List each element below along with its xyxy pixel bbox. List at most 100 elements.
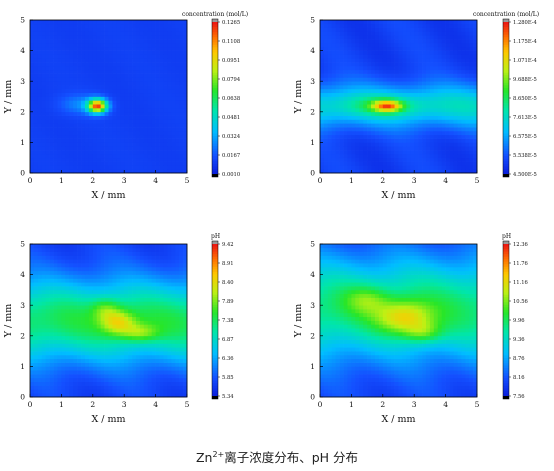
heatmap-cell: [386, 54, 391, 59]
heatmap-cell: [65, 107, 70, 113]
heatmap-cell: [88, 62, 94, 67]
heatmap-cell: [84, 100, 90, 105]
heatmap-cell: [128, 278, 133, 283]
heatmap-cell: [425, 123, 431, 128]
heatmap-cell: [167, 320, 172, 325]
heatmap-cell: [406, 42, 411, 48]
heatmap-cell: [73, 157, 78, 162]
heatmap-cell: [382, 104, 388, 109]
heatmap-cell: [37, 142, 43, 147]
heatmap-cell: [457, 161, 462, 166]
heatmap-cell: [461, 85, 466, 90]
heatmap-cell: [132, 320, 137, 325]
heatmap-cell: [132, 370, 137, 375]
heatmap-cell: [457, 77, 462, 82]
heatmap-cell: [457, 54, 462, 59]
heatmap-cell: [147, 320, 153, 325]
heatmap-cell: [398, 54, 403, 59]
heatmap-cell: [453, 31, 458, 36]
heatmap-cell: [179, 157, 184, 162]
heatmap-cell: [163, 85, 168, 90]
heatmap-cell: [132, 142, 137, 147]
heatmap-cell: [147, 328, 153, 333]
heatmap-cell: [343, 161, 348, 166]
heatmap-cell: [147, 297, 153, 302]
heatmap-cell: [473, 23, 478, 28]
heatmap-cell: [386, 35, 391, 40]
heatmap-cell: [135, 107, 141, 113]
heatmap-cell: [128, 331, 133, 337]
heatmap-cell: [386, 104, 391, 109]
heatmap-cell: [461, 20, 466, 25]
heatmap-cell: [398, 146, 403, 151]
heatmap-cell: [390, 161, 395, 166]
colorbar-swatch: [503, 100, 509, 104]
heatmap-cell: [461, 50, 466, 55]
colorbar: 1.280E-41.175E-41.071E-49.688E-58.650E-5…: [473, 11, 539, 178]
heatmap-cell: [88, 92, 94, 97]
heatmap-cell: [418, 58, 423, 63]
heatmap-cell: [382, 35, 388, 40]
heatmap-cell: [406, 92, 411, 97]
heatmap-cell: [473, 134, 478, 139]
heatmap-cell: [398, 23, 403, 28]
heatmap-cell: [429, 73, 435, 78]
heatmap-cell: [100, 263, 105, 268]
heatmap-cell: [73, 259, 78, 264]
heatmap-cell: [41, 77, 47, 82]
heatmap-cell: [429, 23, 435, 28]
heatmap-cell: [457, 96, 462, 101]
heatmap-cell: [367, 123, 372, 128]
heatmap-cell: [112, 270, 117, 275]
heatmap-cell: [92, 354, 98, 360]
heatmap-cell: [163, 309, 168, 314]
heatmap-cell: [414, 150, 419, 155]
heatmap-cell: [449, 146, 454, 151]
heatmap-cell: [343, 27, 348, 32]
heatmap-cell: [132, 39, 137, 44]
heatmap-cell: [159, 331, 164, 337]
heatmap-cell: [363, 73, 368, 78]
colorbar-swatch: [212, 168, 218, 172]
heatmap-cell: [465, 169, 470, 174]
heatmap-cell: [57, 247, 62, 252]
heatmap-cell: [128, 282, 133, 287]
heatmap-cell: [45, 251, 50, 256]
heatmap-cell: [155, 127, 160, 132]
heatmap-cell: [73, 358, 78, 363]
heatmap-cell: [155, 31, 160, 36]
heatmap-cell: [61, 115, 66, 120]
heatmap-cell: [147, 370, 153, 375]
heatmap-cell: [406, 65, 411, 71]
heatmap-cell: [167, 96, 172, 101]
heatmap-cell: [124, 251, 129, 256]
heatmap-cell: [116, 73, 121, 78]
heatmap-cell: [100, 389, 105, 394]
heatmap-cell: [453, 69, 458, 74]
heatmap-cell: [57, 73, 62, 78]
heatmap-cell: [425, 119, 431, 124]
heatmap-cell: [175, 309, 180, 314]
heatmap-cell: [65, 77, 70, 82]
heatmap-cell: [390, 88, 395, 94]
heatmap-cell: [343, 88, 348, 94]
heatmap-cell: [84, 312, 90, 318]
heatmap-cell: [179, 293, 184, 298]
heatmap-cell: [355, 161, 360, 166]
x-tick-label: 4: [153, 176, 158, 185]
heatmap-cell: [347, 77, 352, 82]
heatmap-cell: [37, 107, 43, 113]
heatmap-cell: [84, 111, 90, 116]
heatmap-cell: [355, 27, 360, 32]
heatmap-cell: [429, 119, 435, 124]
heatmap-cell: [171, 88, 176, 94]
heatmap-cell: [473, 157, 478, 162]
heatmap-cell: [57, 100, 62, 105]
heatmap-cell: [57, 316, 62, 321]
heatmap-cell: [351, 35, 356, 40]
heatmap-cell: [155, 138, 160, 143]
heatmap-cell: [374, 169, 380, 174]
heatmap-cell: [116, 42, 121, 48]
heatmap-cell: [33, 127, 39, 132]
colorbar: 0.12650.11080.09510.07940.06380.04810.03…: [182, 11, 248, 178]
